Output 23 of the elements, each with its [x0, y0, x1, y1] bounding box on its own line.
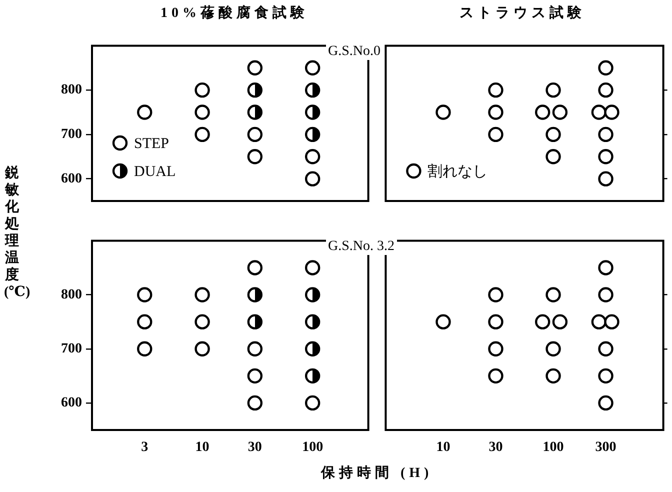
legend-label: STEP — [134, 136, 170, 152]
y-tick-label: 700 — [61, 341, 82, 356]
y-tick-label: 800 — [61, 287, 82, 302]
chart-title: ストラウス試験 — [458, 4, 586, 22]
y-tick-label: 800 — [61, 82, 82, 98]
x-tick-label: 30 — [488, 440, 503, 456]
x-tick-label: 10 — [195, 440, 210, 456]
x-tick-label: 3 — [141, 440, 148, 456]
annotation: G.S.No. 3.2 — [326, 239, 397, 255]
y-tick-label: 600 — [61, 171, 82, 186]
x-tick-label: 30 — [248, 440, 262, 456]
y-tick-label: 700 — [61, 127, 82, 142]
x-tick-label: 300 — [595, 440, 616, 456]
annotation: G.S.No.0 — [326, 44, 383, 60]
legend-label: 割れなし — [428, 162, 488, 180]
chart-title: 10%蓚酸腐食試験 — [160, 4, 310, 22]
legend-label: DUAL — [134, 164, 176, 180]
x-tick-label: 10 — [436, 440, 450, 456]
x-tick-label: 100 — [542, 440, 564, 456]
y-axis-title: 鋭敏化処理温度 (℃) — [4, 165, 30, 301]
x-tick-label: 100 — [302, 440, 324, 456]
y-tick-label: 600 — [61, 396, 82, 411]
x-axis-title: 保持時間 (H) — [321, 464, 433, 482]
